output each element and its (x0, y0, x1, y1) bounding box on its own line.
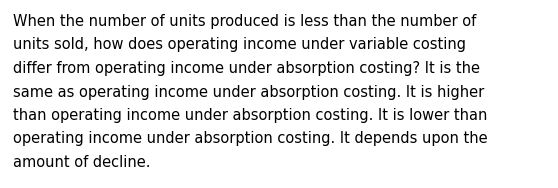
Text: When the number of units produced is less than the number of: When the number of units produced is les… (13, 14, 476, 29)
Text: operating income under absorption costing. It depends upon the: operating income under absorption costin… (13, 131, 488, 146)
Text: units sold, how does operating income under variable costing: units sold, how does operating income un… (13, 37, 466, 52)
Text: than operating income under absorption costing. It is lower than: than operating income under absorption c… (13, 108, 487, 123)
Text: same as operating income under absorption costing. It is higher: same as operating income under absorptio… (13, 84, 484, 99)
Text: differ from operating income under absorption costing? It is the: differ from operating income under absor… (13, 61, 480, 76)
Text: amount of decline.: amount of decline. (13, 155, 151, 170)
